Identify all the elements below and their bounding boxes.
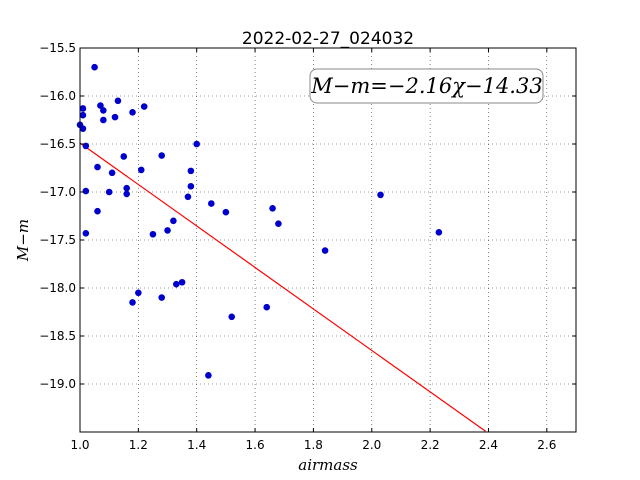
x-tick-label: 1.0 — [70, 438, 89, 452]
data-point — [205, 372, 212, 379]
y-tick-label: −15.5 — [39, 41, 76, 55]
y-tick-label: −19.0 — [39, 377, 76, 391]
data-point — [269, 205, 276, 212]
data-point — [82, 229, 90, 237]
y-axis-ticks: −15.5 −16.0 −16.5 −17.0 −17.5 −18.0 −18.5 −19.0 — [39, 41, 576, 391]
data-point — [94, 163, 101, 171]
data-point — [263, 303, 271, 311]
fit-line-group — [79, 142, 486, 432]
x-tick-label: 1.8 — [304, 438, 323, 452]
grid — [80, 48, 576, 432]
data-point — [100, 116, 107, 124]
data-point — [120, 153, 128, 160]
data-point — [140, 103, 148, 110]
x-axis-ticks: 1.0 1.2 1.4 1.6 1.8 2.0 2.2 2.4 2.6 — [70, 48, 556, 452]
x-tick-label: 1.2 — [129, 438, 148, 452]
data-points — [76, 63, 443, 379]
y-axis-label: M−m — [14, 219, 32, 262]
data-point — [79, 125, 87, 132]
x-tick-label: 2.6 — [537, 438, 556, 452]
y-tick-label: −16.0 — [39, 89, 76, 103]
data-point — [79, 105, 87, 112]
data-point — [82, 187, 90, 195]
data-point — [94, 207, 101, 215]
data-point — [377, 191, 384, 199]
x-tick-label: 1.6 — [246, 438, 265, 452]
data-point — [207, 200, 215, 207]
fit-annotation: M−m=−2.16χ−14.33 — [309, 68, 544, 104]
data-point — [158, 152, 165, 159]
data-point — [129, 299, 136, 306]
y-tick-label: −17.0 — [39, 185, 76, 199]
data-point — [172, 280, 180, 288]
data-point — [100, 107, 107, 114]
data-point — [91, 63, 98, 71]
data-point — [137, 166, 145, 174]
y-tick-label: −18.5 — [39, 329, 76, 343]
data-point — [222, 208, 230, 216]
y-tick-label: −16.5 — [39, 137, 76, 151]
data-point — [82, 142, 90, 150]
data-point — [164, 227, 171, 234]
data-point — [228, 313, 236, 321]
fit-line — [79, 142, 486, 432]
data-point — [108, 169, 116, 177]
data-point — [184, 193, 192, 201]
data-point — [170, 217, 177, 225]
data-point — [178, 278, 186, 286]
data-point — [193, 140, 201, 148]
data-point — [114, 97, 122, 105]
data-point — [149, 230, 157, 238]
data-point — [105, 188, 113, 196]
chart-title: 2022-02-27_024032 — [242, 29, 414, 49]
data-point — [123, 184, 130, 192]
data-point — [135, 289, 142, 297]
data-point — [187, 167, 195, 175]
data-point — [123, 190, 130, 198]
y-tick-label: −18.0 — [39, 281, 76, 295]
data-point — [435, 229, 443, 236]
data-point — [187, 182, 195, 190]
data-point — [275, 220, 282, 227]
x-axis-label: airmass — [298, 456, 358, 474]
data-point — [129, 109, 136, 116]
y-tick-label: −17.5 — [39, 233, 76, 247]
data-point — [158, 294, 165, 301]
data-point — [79, 111, 87, 119]
data-point — [97, 102, 104, 109]
x-tick-label: 2.0 — [362, 438, 381, 452]
annotation-box — [309, 68, 544, 104]
x-tick-label: 2.2 — [421, 438, 440, 452]
annotation-text: M−m=−2.16χ−14.33 — [310, 74, 542, 98]
data-point — [111, 113, 119, 121]
x-tick-label: 1.4 — [187, 438, 206, 452]
data-point — [321, 247, 329, 254]
x-tick-label: 2.4 — [479, 438, 498, 452]
